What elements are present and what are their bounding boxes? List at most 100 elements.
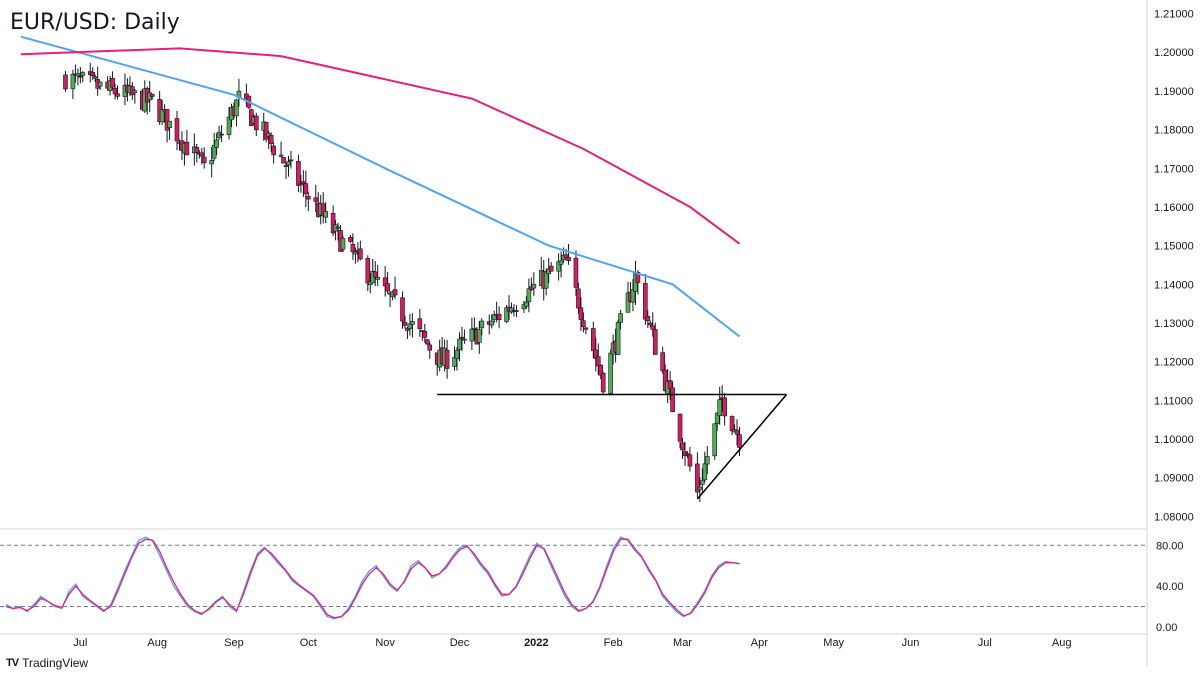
candle-up <box>340 238 346 250</box>
candle-down <box>174 118 180 142</box>
candle-down <box>112 88 118 95</box>
price-tick-label: 1.12000 <box>1154 357 1194 369</box>
candle-up <box>167 120 172 129</box>
chart-title: EUR/USD: Daily <box>8 10 182 35</box>
candle-up <box>618 313 623 323</box>
candle-down <box>645 316 651 322</box>
time-tick-label: Nov <box>375 637 395 649</box>
candle-up <box>543 271 549 289</box>
candle-up <box>353 251 358 255</box>
candle-down <box>514 310 519 312</box>
time-tick-label: Apr <box>751 637 768 649</box>
time-tick-label: Aug <box>1052 637 1072 649</box>
candle-down <box>263 122 269 140</box>
candle-up <box>375 277 381 280</box>
candle-down <box>283 165 289 167</box>
candle-down <box>729 416 735 432</box>
candle-up <box>469 328 475 342</box>
candle-up <box>457 338 462 350</box>
candle-down <box>600 372 606 393</box>
candle-down <box>459 336 465 339</box>
candle-up <box>298 183 304 186</box>
candle-down <box>737 434 742 448</box>
candle-up <box>700 480 705 485</box>
candle-down <box>253 115 259 131</box>
candle-down <box>296 161 301 186</box>
candle-up <box>558 260 564 265</box>
candle-down <box>650 325 656 330</box>
candle-up <box>526 288 532 302</box>
stochastic-d-line <box>5 538 740 619</box>
candle-up <box>234 99 239 117</box>
candle-up <box>132 90 138 93</box>
candle-up <box>97 81 103 87</box>
tradingview-icon: TV <box>6 657 19 669</box>
candle-down <box>201 156 207 164</box>
candle-down <box>422 330 428 338</box>
candle-down <box>635 271 641 283</box>
price-tick-label: 1.09000 <box>1154 473 1194 485</box>
candle-up <box>410 321 415 325</box>
candle-up <box>531 284 537 289</box>
tradingview-logo[interactable]: TV TradingView <box>6 656 88 670</box>
candle-up <box>702 463 708 481</box>
time-tick-label: Jul <box>73 637 87 649</box>
candle-up <box>80 72 86 76</box>
candle-down <box>288 159 294 162</box>
candle-down <box>583 327 589 330</box>
candle-up <box>524 301 529 307</box>
candles <box>63 62 742 502</box>
candle-down <box>271 145 276 156</box>
candle-down <box>680 442 685 451</box>
candle-down <box>303 183 309 195</box>
candle-down <box>372 271 378 278</box>
candle-down <box>219 133 224 136</box>
candle-down <box>595 356 601 367</box>
oscillator-tick-label: 40.00 <box>1156 581 1184 593</box>
candle-down <box>670 387 675 413</box>
price-tick-label: 1.10000 <box>1154 434 1194 446</box>
candle-down <box>194 147 200 154</box>
candle-up <box>454 350 460 359</box>
candle-up <box>209 160 214 165</box>
candle-down <box>647 322 653 326</box>
candle-down <box>427 344 433 351</box>
candle-down <box>278 154 284 157</box>
candle-down <box>358 248 363 260</box>
candle-up <box>462 338 467 341</box>
candle-down <box>115 93 120 97</box>
time-tick-label: May <box>823 637 844 649</box>
candle-down <box>573 257 579 288</box>
candle-down <box>424 339 430 345</box>
candle-down <box>335 226 341 229</box>
time-tick-label: Dec <box>450 637 470 649</box>
price-tick-label: 1.18000 <box>1154 125 1194 137</box>
candle-down <box>643 283 648 320</box>
candle-down <box>365 258 371 284</box>
candle-down <box>149 93 155 97</box>
candle-down <box>92 76 98 79</box>
candle-up <box>697 486 703 490</box>
candle-down <box>385 283 390 292</box>
price-tick-label: 1.21000 <box>1154 9 1194 21</box>
candle-up <box>717 399 722 417</box>
candle-up <box>286 161 291 166</box>
time-tick-label: Sep <box>224 637 244 649</box>
candle-down <box>306 195 311 200</box>
candle-down <box>496 313 502 320</box>
candle-down <box>199 152 205 157</box>
time-tick-label: Mar <box>673 637 692 649</box>
moving-averages <box>20 35 741 338</box>
candle-up <box>75 73 81 77</box>
candle-down <box>578 307 584 320</box>
candle-down <box>685 453 690 455</box>
candle-down <box>576 288 581 309</box>
candle-down <box>548 265 554 272</box>
candle-down <box>392 289 398 296</box>
candle-up <box>712 423 718 457</box>
triangle-pattern <box>437 393 788 500</box>
candle-up <box>214 139 219 148</box>
chart-frame <box>0 0 1148 667</box>
price-tick-label: 1.20000 <box>1154 47 1194 59</box>
